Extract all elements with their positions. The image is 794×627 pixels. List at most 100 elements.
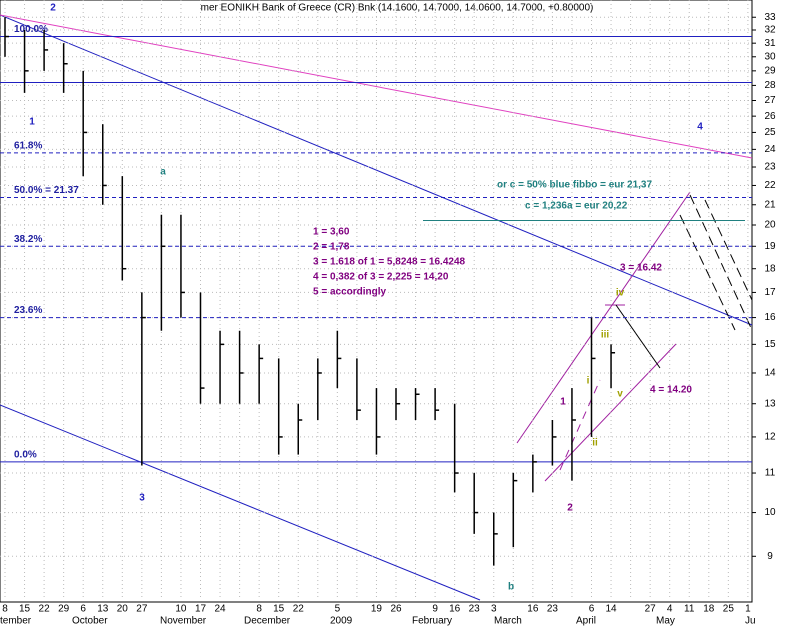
x-tick-label: 16 — [449, 604, 461, 615]
x-tick-label: 20 — [117, 604, 129, 615]
y-tick-label: 25 — [764, 127, 776, 138]
fib-label: 23.6% — [14, 305, 42, 316]
x-tick-label: 3 — [491, 604, 497, 615]
x-tick-label: 15 — [273, 604, 285, 615]
target-note: c = 1,236a = eur 20,22 — [525, 201, 628, 212]
month-label: March — [494, 616, 522, 627]
wave-label: b — [508, 582, 514, 593]
x-tick-label: 9 — [432, 604, 438, 615]
y-tick-label: 33 — [764, 12, 776, 23]
x-tick-label: 18 — [703, 604, 715, 615]
trend-line — [0, 14, 753, 326]
fib-label: 100.0% — [14, 24, 48, 35]
month-label: April — [576, 616, 596, 627]
month-label: December — [244, 616, 291, 627]
y-tick-label: 10 — [764, 507, 776, 518]
y-tick-label: 19 — [764, 241, 776, 252]
x-tick-label: 25 — [723, 604, 735, 615]
channel-line — [559, 379, 601, 471]
month-label: February — [412, 616, 452, 627]
x-tick-label: 11 — [684, 604, 695, 615]
x-tick-label: 23 — [469, 604, 481, 615]
fib-label: 0.0% — [14, 450, 37, 461]
trend-line — [0, 14, 753, 159]
y-tick-label: 16 — [764, 312, 776, 323]
x-tick-label: 6 — [80, 604, 86, 615]
y-tick-label: 23 — [764, 162, 776, 173]
month-label: tember — [0, 616, 32, 627]
month-label: 2009 — [330, 616, 353, 627]
x-tick-label: 17 — [195, 604, 207, 615]
x-tick-label: 29 — [58, 604, 70, 615]
x-tick-label: 14 — [605, 604, 617, 615]
month-label: November — [160, 616, 207, 627]
x-tick-label: 22 — [39, 604, 51, 615]
y-tick-label: 30 — [764, 51, 776, 62]
x-tick-label: 27 — [645, 604, 657, 615]
y-tick-label: 18 — [764, 263, 776, 274]
y-tick-label: 26 — [764, 111, 776, 122]
y-tick-label: 28 — [764, 80, 776, 91]
x-tick-label: 24 — [214, 604, 226, 615]
fib-label: 38.2% — [14, 234, 42, 245]
y-tick-label: 29 — [764, 65, 776, 76]
y-tick-label: 24 — [764, 144, 776, 155]
trend-line — [0, 404, 481, 601]
wave-label: 1 — [29, 117, 35, 128]
note: 1 = 3,60 — [313, 227, 350, 238]
channel-line — [544, 343, 677, 482]
note: 2 = 1,78 — [313, 242, 350, 253]
month-label: May — [656, 616, 675, 627]
y-tick-label: 13 — [764, 398, 776, 409]
projection-line — [689, 194, 753, 331]
y-tick-label: 12 — [764, 432, 776, 443]
fib-label: 61.8% — [14, 140, 42, 151]
wave-label: iii — [601, 330, 610, 341]
target-note: 4 = 14.20 — [650, 385, 692, 396]
y-tick-label: 27 — [764, 95, 776, 106]
x-tick-label: 5 — [335, 604, 341, 615]
x-tick-label: 10 — [175, 604, 187, 615]
y-tick-label: 20 — [764, 220, 776, 231]
x-tick-label: 22 — [293, 604, 305, 615]
x-tick-label: 19 — [371, 604, 383, 615]
projection-line — [679, 214, 736, 331]
chart-title: mer EONIKH Bank of Greece (CR) Bnk (14.1… — [201, 3, 594, 14]
x-tick-label: 6 — [589, 604, 595, 615]
x-tick-label: 16 — [527, 604, 539, 615]
wave-label: 2 — [567, 503, 573, 514]
y-tick-label: 9 — [767, 551, 773, 562]
x-tick-label: 26 — [390, 604, 402, 615]
wave-label: i — [587, 376, 590, 387]
y-tick-label: 32 — [764, 25, 776, 36]
trend-lines — [0, 14, 753, 601]
y-tick-label: 11 — [765, 468, 776, 479]
note: 5 = accordingly — [313, 287, 387, 298]
wave-label: a — [160, 167, 166, 178]
y-tick-label: 31 — [764, 38, 776, 49]
x-tick-label: 13 — [97, 604, 109, 615]
wave-label: 3 — [139, 493, 145, 504]
x-tick-label: 4 — [667, 604, 673, 615]
y-tick-label: 15 — [764, 339, 776, 350]
month-label: October — [72, 616, 108, 627]
y-tick-label: 22 — [764, 180, 776, 191]
x-tick-label: 1 — [745, 604, 751, 615]
projection-line — [704, 199, 753, 301]
month-label: Ju — [745, 616, 756, 627]
target-note: 3 = 16.42 — [620, 263, 662, 274]
fib-label: 50.0% = 21.37 — [14, 185, 79, 196]
wave-label: 1 — [560, 397, 566, 408]
y-tick-label: 14 — [764, 368, 776, 379]
wave-label: 2 — [50, 3, 56, 14]
target-note: or c = 50% blue fibbo = eur 21,37 — [497, 180, 652, 191]
x-tick-label: 15 — [19, 604, 31, 615]
y-tick-label: 17 — [764, 287, 776, 298]
x-tick-label: 8 — [2, 604, 8, 615]
note: 4 = 0,382 of 3 = 2,225 = 14,20 — [313, 272, 449, 283]
wave-label: ii — [592, 438, 598, 449]
projection-line — [615, 304, 661, 369]
wave-label: iv — [616, 288, 625, 299]
